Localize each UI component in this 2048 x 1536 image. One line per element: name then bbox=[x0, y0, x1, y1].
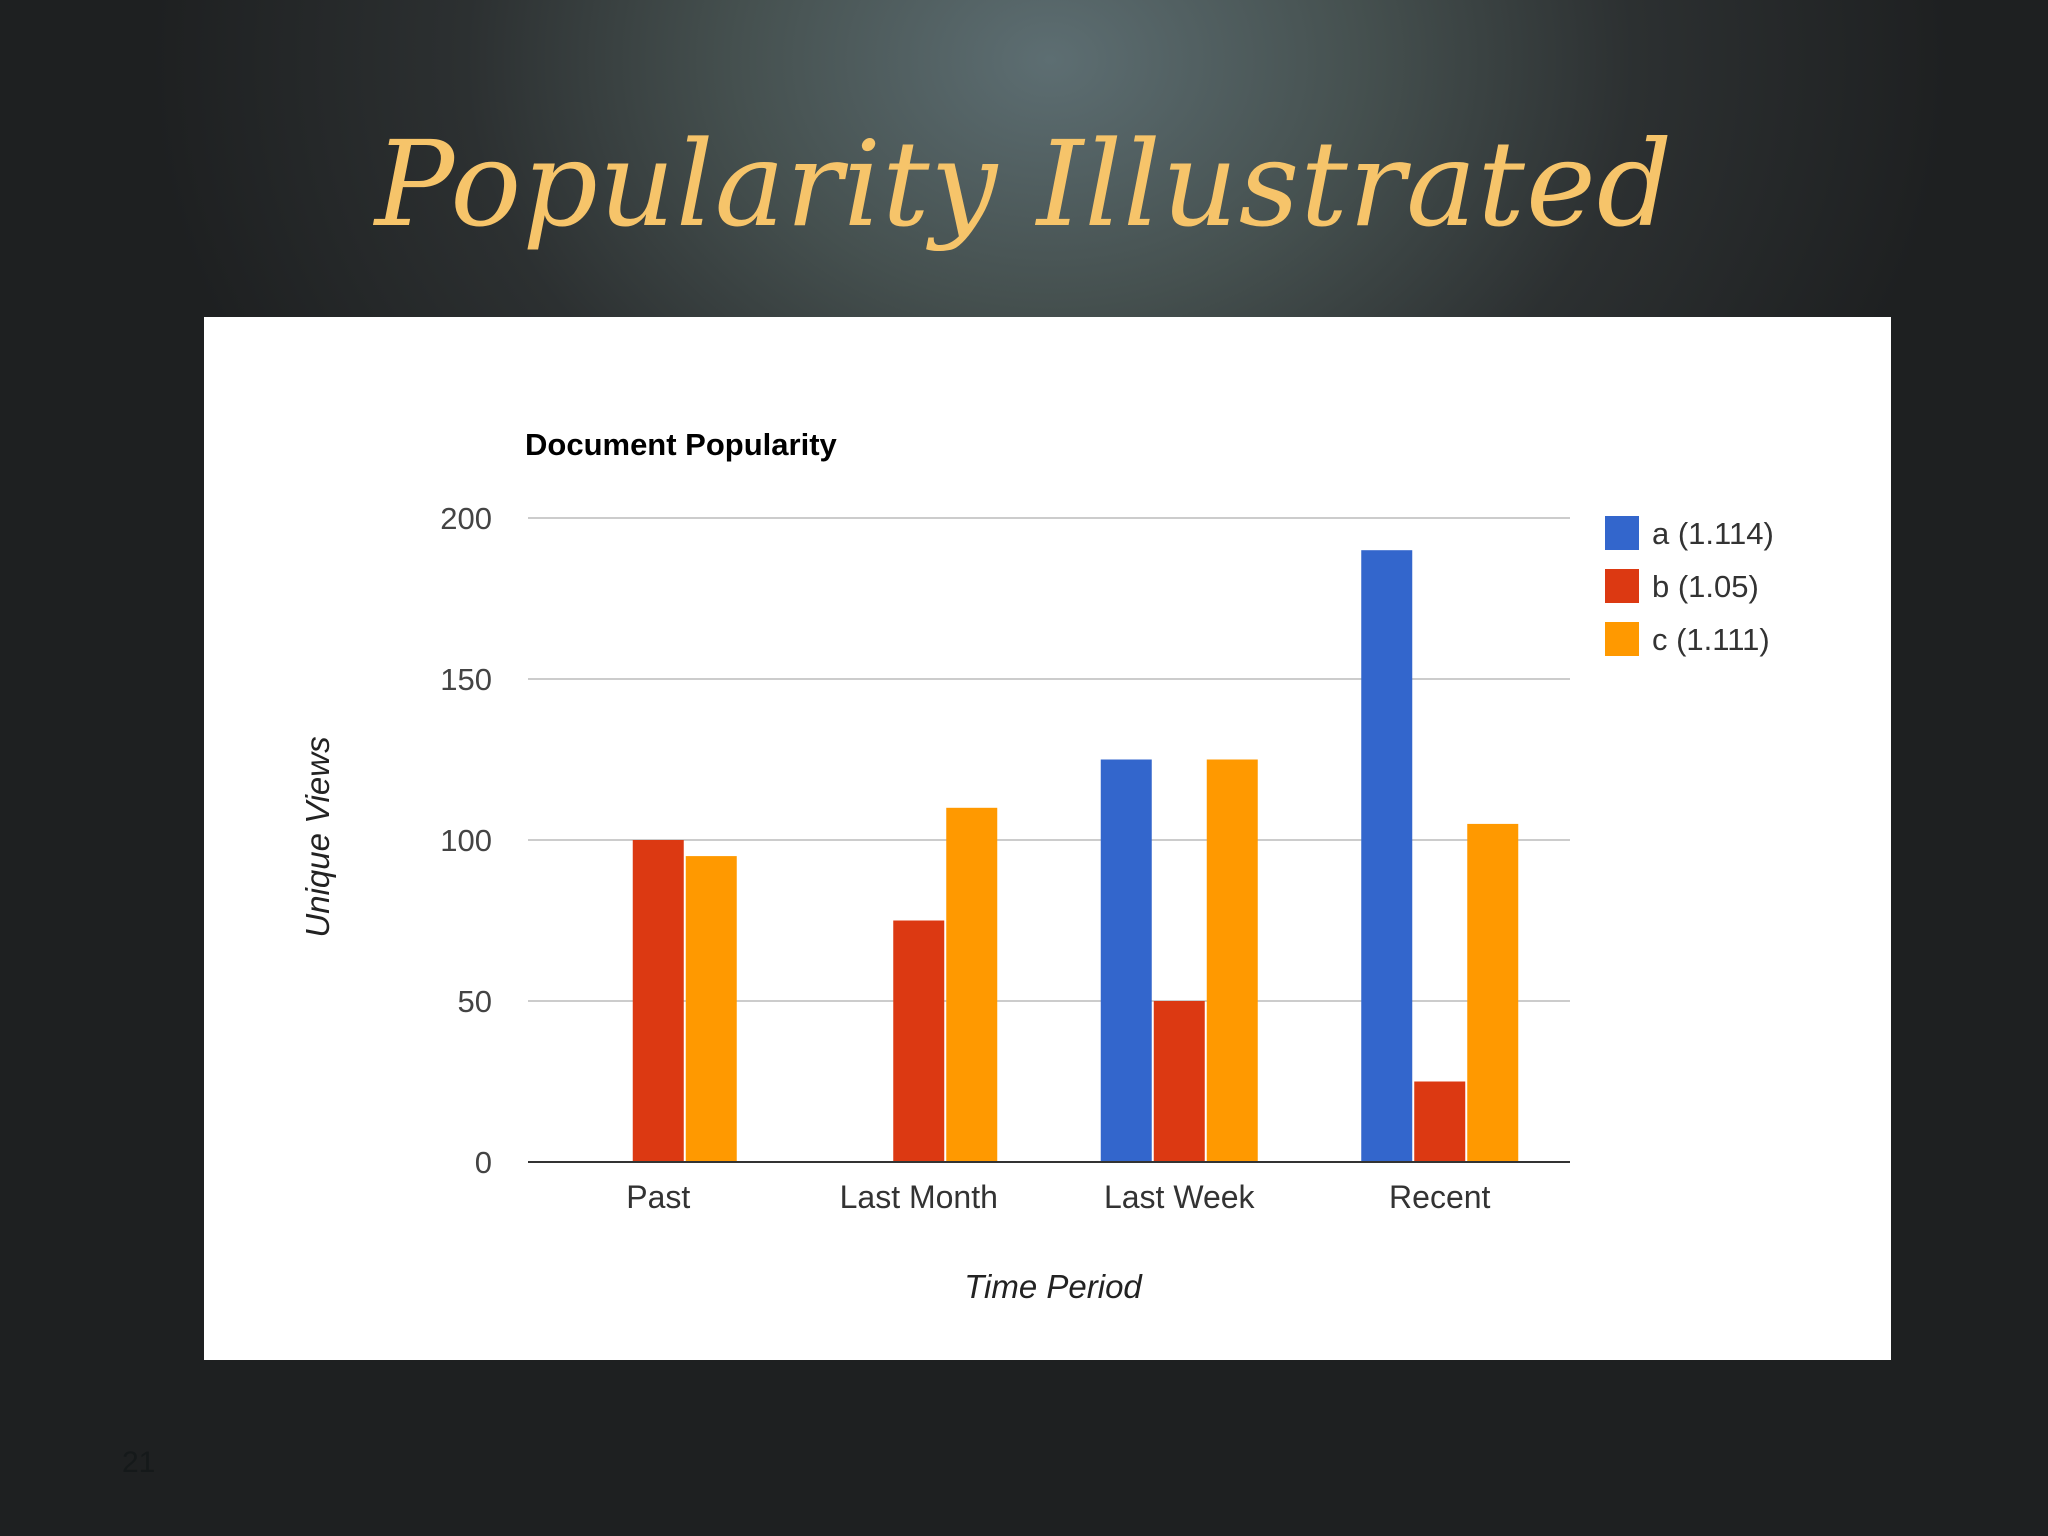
y-tick-label: 100 bbox=[440, 823, 492, 858]
legend-swatch bbox=[1605, 622, 1639, 656]
bar bbox=[632, 840, 684, 1162]
bar bbox=[946, 807, 998, 1162]
y-tick-labels: 0 50 100 150 200 bbox=[440, 501, 492, 1180]
y-tick-label: 200 bbox=[440, 501, 492, 536]
legend-label: c (1.111) bbox=[1652, 622, 1770, 657]
bar bbox=[1467, 823, 1519, 1162]
bars bbox=[632, 550, 1519, 1162]
y-tick-label: 50 bbox=[458, 984, 492, 1019]
legend-label: a (1.114) bbox=[1652, 516, 1774, 551]
bar bbox=[1206, 759, 1258, 1162]
y-axis-label: Unique Views bbox=[299, 736, 336, 937]
x-tick-label: Last Month bbox=[840, 1179, 998, 1215]
x-tick-label: Past bbox=[626, 1179, 690, 1215]
chart-card: Document Popularity 0 50 100 150 200 Past Las… bbox=[204, 317, 1891, 1360]
slide-title: Popularity Illustrated bbox=[374, 115, 1674, 253]
bar-chart: Document Popularity 0 50 100 150 200 Past Las… bbox=[299, 427, 1774, 1305]
x-axis-label: Time Period bbox=[964, 1268, 1143, 1305]
bar bbox=[1153, 1001, 1205, 1162]
bar bbox=[685, 856, 737, 1162]
x-tick-label: Recent bbox=[1389, 1179, 1491, 1215]
bar bbox=[1361, 550, 1413, 1162]
legend-swatch bbox=[1605, 516, 1639, 550]
chart-title: Document Popularity bbox=[525, 427, 838, 462]
bar bbox=[893, 920, 945, 1162]
slide-number: 21 bbox=[122, 1446, 156, 1479]
gridlines bbox=[528, 517, 1570, 1002]
y-tick-label: 150 bbox=[440, 662, 492, 697]
legend-label: b (1.05) bbox=[1652, 569, 1759, 604]
legend: a (1.114) b (1.05) c (1.111) bbox=[1605, 516, 1774, 657]
bar bbox=[1100, 759, 1152, 1162]
bar bbox=[1414, 1081, 1466, 1162]
x-tick-labels: Past Last Month Last Week Recent bbox=[626, 1179, 1490, 1215]
x-tick-label: Last Week bbox=[1104, 1179, 1256, 1215]
legend-swatch bbox=[1605, 569, 1639, 603]
y-tick-label: 0 bbox=[475, 1145, 492, 1180]
